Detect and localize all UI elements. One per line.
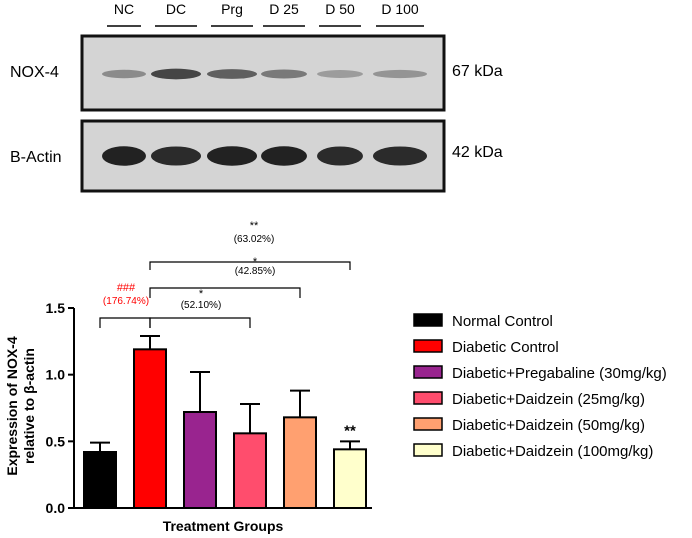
legend-swatch-0: [413, 313, 443, 327]
legend-swatch-2: [413, 365, 443, 379]
blot-band-1-1: [151, 146, 201, 166]
sig-pct-0: (176.74%): [103, 296, 149, 307]
sig-bracket-1: [149, 317, 251, 328]
blot-row-label-1: B-Actin: [10, 149, 62, 166]
blot-band-1-0: [102, 146, 146, 166]
bar-chart: 0.0 0.5 1.0 1.5 Expression of NOX-4relative …: [4, 220, 372, 534]
bar-2: [183, 411, 217, 509]
sig-pct-1: (52.10%): [181, 300, 222, 311]
sig-star-0: ###: [117, 282, 136, 294]
legend-label-5: Diabetic+Daidzein (100mg/kg): [452, 443, 653, 460]
sig-star-1: *: [199, 288, 204, 300]
blot-band-0-0: [102, 69, 146, 79]
bar-3: [233, 432, 267, 510]
sig-pct-3: (63.02%): [234, 234, 275, 245]
bar-annotation-0: **: [344, 422, 356, 439]
lane-label-5: D 100: [381, 1, 419, 17]
y-tick-label-3: 1.5: [46, 300, 66, 316]
y-axis-label-line2: relative to β-actin: [21, 348, 37, 464]
legend-swatch-5: [413, 443, 443, 457]
legend-label-2: Diabetic+Pregabaline (30mg/kg): [452, 365, 667, 382]
y-axis-label-line1: Expression of NOX-4: [4, 336, 20, 475]
western-blot: NC DC Prg D 25 D 50 D 100 NOX-4 67 kDa B-Actin 42…: [10, 1, 503, 193]
blot-row-label-0: NOX-4: [10, 64, 59, 81]
bar-0: [83, 451, 117, 509]
x-axis-label: Treatment Groups: [163, 518, 284, 534]
sig-pct-2: (42.85%): [235, 266, 276, 277]
blot-band-0-3: [261, 69, 307, 79]
y-tick-label-0: 0.0: [46, 500, 66, 516]
blot-band-0-5: [373, 69, 427, 79]
legend-label-3: Diabetic+Daidzein (25mg/kg): [452, 391, 645, 408]
lane-label-0: NC: [114, 1, 134, 17]
lane-label-1: DC: [166, 1, 186, 17]
blot-band-1-4: [317, 146, 363, 166]
blot-band-1-2: [207, 146, 257, 166]
sig-bracket-3: [149, 261, 351, 270]
legend-label-4: Diabetic+Daidzein (50mg/kg): [452, 417, 645, 434]
legend-label-1: Diabetic Control: [452, 339, 559, 356]
bar-4: [283, 416, 317, 510]
lane-label-2: Prg: [221, 1, 243, 17]
y-tick-label-2: 1.0: [46, 367, 66, 383]
sig-bracket-0: [99, 317, 151, 328]
legend-swatch-4: [413, 417, 443, 431]
bar-5: [333, 448, 367, 510]
blot-band-0-4: [317, 70, 363, 78]
sig-star-3: **: [250, 220, 259, 232]
bar-1: [133, 348, 167, 510]
blot-band-1-5: [373, 146, 427, 166]
lane-label-4: D 50: [325, 1, 355, 17]
y-tick-label-1: 0.5: [46, 433, 66, 449]
y-axis-label: Expression of NOX-4relative to β-actin: [4, 336, 37, 475]
legend-swatch-1: [413, 339, 443, 353]
legend-label-0: Normal Control: [452, 313, 553, 330]
blot-band-0-1: [151, 68, 201, 80]
lane-label-3: D 25: [269, 1, 299, 17]
blot-kda-1: 42 kDa: [452, 144, 503, 161]
chart-legend: Normal Control Diabetic Control Diabetic+P…: [413, 313, 667, 460]
legend-swatch-3: [413, 391, 443, 405]
blot-band-1-3: [261, 146, 307, 166]
sig-bracket-2: [149, 287, 301, 298]
blot-kda-0: 67 kDa: [452, 63, 503, 80]
blot-band-0-2: [207, 69, 257, 79]
